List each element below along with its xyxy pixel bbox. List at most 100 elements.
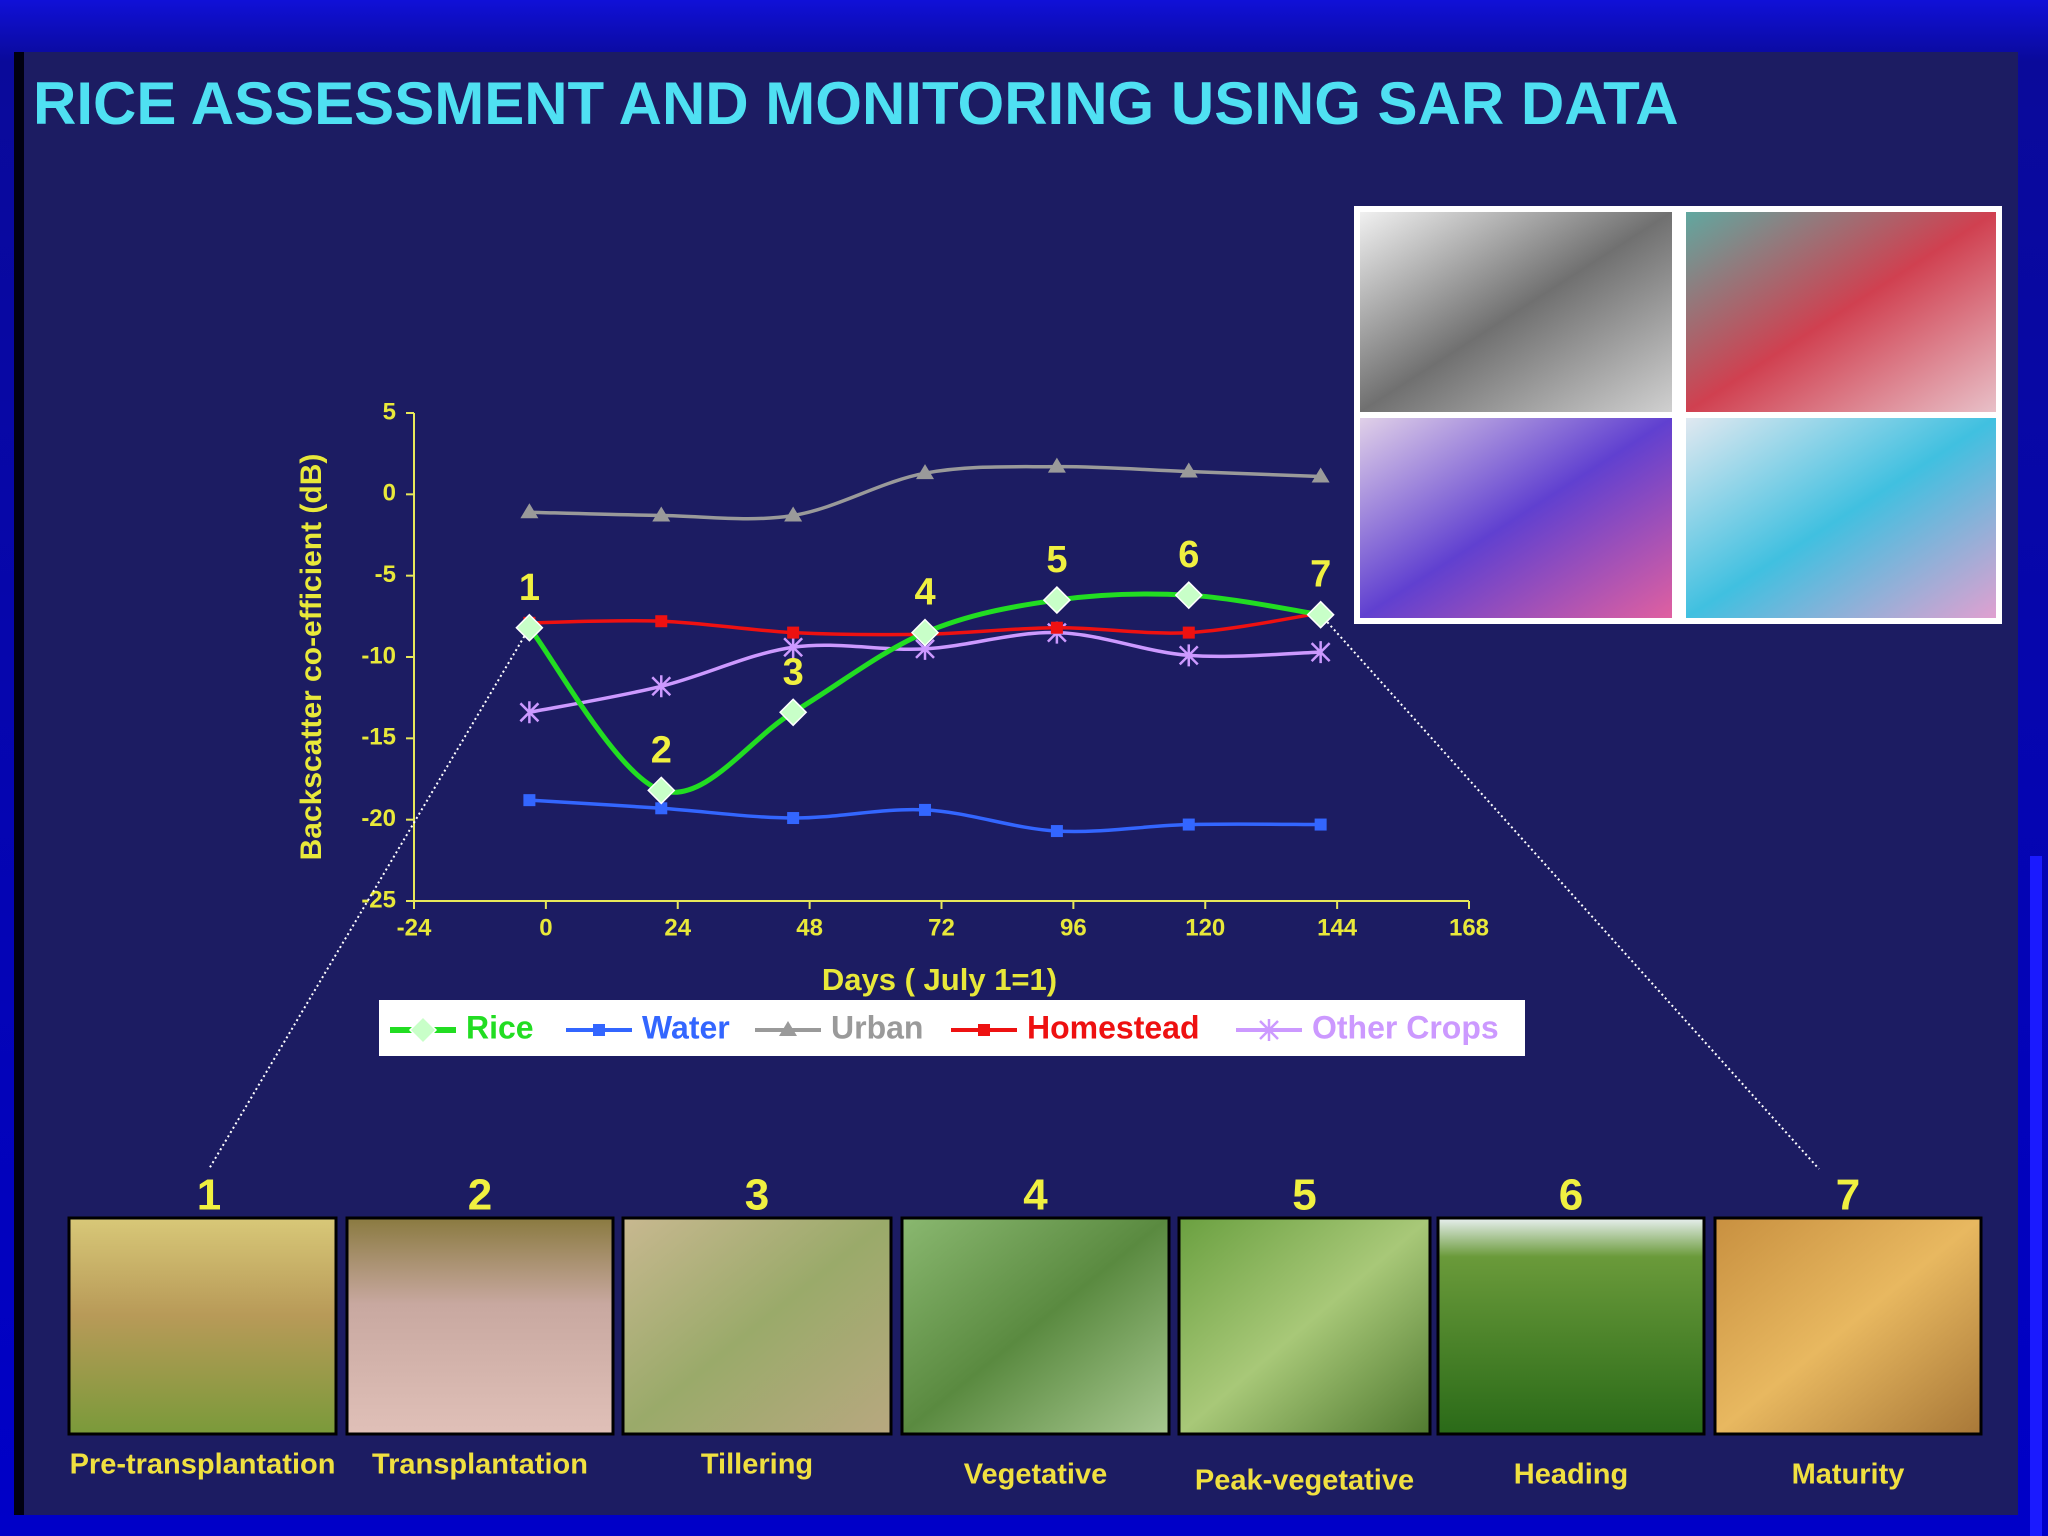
x-tick-label: 24 [664, 914, 691, 941]
stage-number: 6 [1559, 1171, 1583, 1220]
y-tick-label: -10 [361, 642, 396, 669]
series [523, 794, 1327, 838]
point-label: 7 [1310, 554, 1331, 596]
decor-bar [2030, 856, 2042, 1536]
stage-label: Vegetative [964, 1459, 1107, 1491]
x-tick-label: 72 [928, 914, 955, 941]
marker [919, 803, 932, 816]
marker [651, 675, 672, 698]
stage-number: 4 [1023, 1171, 1048, 1220]
series [520, 457, 1330, 522]
marker [519, 701, 540, 724]
marker [652, 506, 671, 522]
marker [978, 1024, 990, 1036]
marker [779, 698, 808, 727]
x-tick-label: 144 [1317, 914, 1358, 941]
point-label: 3 [783, 651, 804, 693]
marker [787, 626, 800, 639]
marker [1174, 581, 1203, 610]
marker [910, 618, 940, 647]
y-tick-label: -5 [375, 561, 396, 588]
panel-edge [14, 52, 24, 1515]
y-axis-label: Backscatter co-efficient (dB) [295, 454, 328, 861]
marker [1050, 825, 1063, 838]
marker [1178, 644, 1199, 667]
y-tick-label: -20 [361, 805, 396, 832]
y-tick-label: 5 [383, 398, 396, 425]
marker [916, 464, 935, 480]
stage-photo [67, 1216, 338, 1436]
marker [515, 613, 544, 642]
marker [787, 812, 800, 825]
stage-photo [621, 1216, 893, 1436]
stage-photo [900, 1216, 1171, 1436]
marker [783, 636, 804, 659]
marker [1179, 462, 1198, 478]
legend-label: Urban [831, 1009, 923, 1045]
point-label: 4 [914, 572, 935, 614]
stage-number: 3 [745, 1171, 769, 1220]
x-tick-label: 96 [1060, 914, 1087, 941]
marker [1306, 600, 1335, 629]
marker [1182, 818, 1195, 831]
sar-image [1360, 212, 1672, 412]
connector [1319, 614, 1820, 1170]
marker [647, 776, 676, 805]
marker [1042, 586, 1071, 615]
point-label: 2 [651, 729, 672, 771]
marker [1259, 1019, 1279, 1041]
sar-image [1360, 418, 1672, 618]
marker [1182, 626, 1195, 639]
legend-label: Homestead [1027, 1009, 1200, 1045]
marker [523, 794, 536, 807]
stage-label: Maturity [1792, 1459, 1905, 1491]
marker [408, 1015, 438, 1045]
point-label: 1 [519, 567, 540, 609]
marker [1310, 641, 1331, 664]
x-axis-label: Days ( July 1=1) [822, 962, 1057, 997]
marker [1050, 621, 1063, 634]
point-label: 5 [1046, 539, 1067, 581]
stage-photo [345, 1216, 615, 1436]
y-tick-label: -15 [361, 724, 396, 751]
marker [655, 802, 668, 815]
point-label: 6 [1178, 534, 1199, 576]
legend-label: Rice [466, 1009, 534, 1045]
marker [1311, 467, 1330, 483]
stage-number: 1 [197, 1171, 221, 1220]
marker [1047, 457, 1066, 473]
stage-label: Transplantation [372, 1449, 588, 1481]
x-tick-label: 0 [539, 914, 552, 941]
stage-number: 5 [1292, 1171, 1316, 1220]
y-tick-label: 0 [383, 480, 396, 507]
sar-images [1354, 206, 2002, 624]
y-tick-label: -25 [361, 886, 396, 913]
x-tick-label: 120 [1185, 914, 1225, 941]
legend-label: Water [642, 1009, 730, 1045]
legend-label: Other Crops [1312, 1009, 1499, 1045]
x-tick-label: 168 [1449, 914, 1489, 941]
stage-photo [1177, 1216, 1432, 1436]
marker [779, 1021, 797, 1036]
slide-title: RICE ASSESSMENT AND MONITORING USING SAR… [33, 70, 1679, 137]
series: 1 2 3 4 5 6 7 [515, 534, 1335, 805]
stage-photo [1436, 1216, 1706, 1436]
marker [784, 506, 803, 522]
stage-label: Tillering [701, 1449, 813, 1481]
sar-image [1686, 212, 1996, 412]
stage-label: Peak-vegetative [1195, 1465, 1414, 1497]
stage-label: Heading [1514, 1459, 1628, 1491]
stage-number: 7 [1836, 1171, 1860, 1220]
sar-image [1686, 418, 1996, 618]
x-tick-label: 48 [796, 914, 823, 941]
marker [520, 503, 539, 519]
marker [593, 1024, 605, 1036]
x-tick-label: -24 [397, 914, 432, 941]
stage-number: 2 [468, 1171, 492, 1220]
marker [655, 615, 668, 628]
stage-photo [1713, 1216, 1983, 1436]
stage-label: Pre-transplantation [70, 1449, 336, 1481]
marker [1314, 818, 1327, 831]
